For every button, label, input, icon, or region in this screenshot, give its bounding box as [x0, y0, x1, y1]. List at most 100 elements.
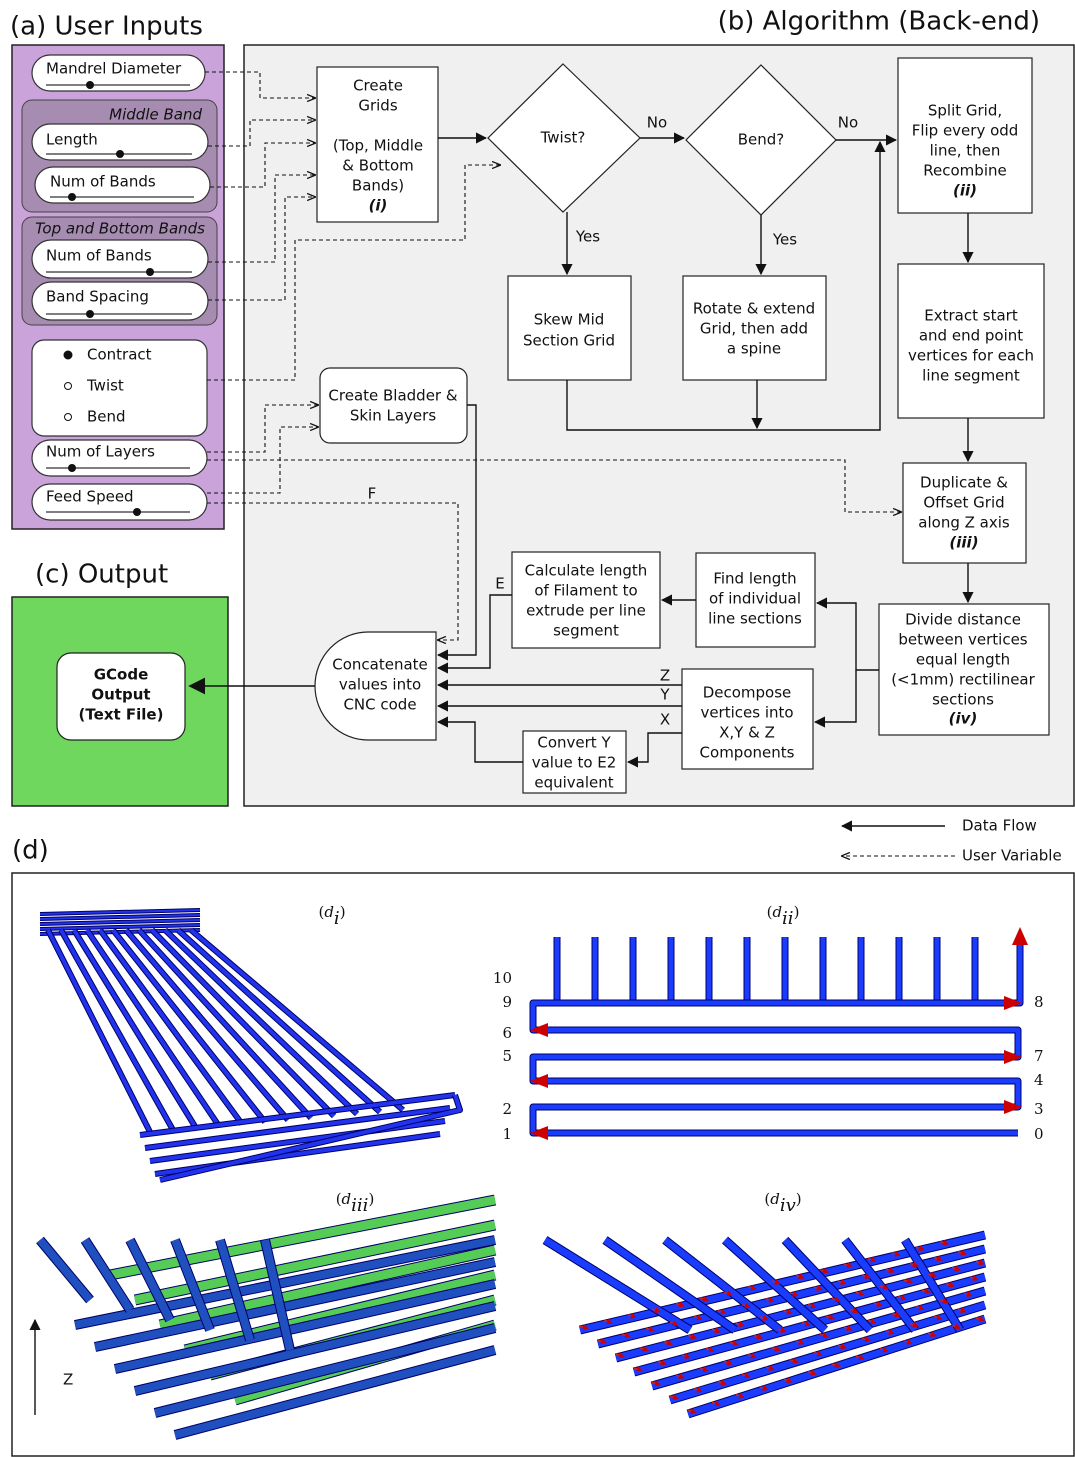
- slider-knob[interactable]: [116, 150, 124, 158]
- node-text: Find length: [713, 570, 796, 588]
- node-text: of individual: [709, 590, 801, 608]
- node-text: line, then: [930, 142, 1001, 160]
- node-text: (<1mm) rectilinear: [891, 671, 1035, 689]
- node-text: & Bottom: [342, 157, 413, 175]
- node-text: equal length: [916, 651, 1010, 669]
- node-text: Create: [353, 77, 403, 95]
- slider-knob[interactable]: [68, 193, 76, 201]
- node-text: CNC code: [343, 696, 416, 714]
- sequence-label: 5: [502, 1047, 512, 1065]
- node-text: Offset Grid: [923, 494, 1004, 512]
- radio[interactable]: [65, 383, 72, 390]
- node-text: between vertices: [898, 631, 1027, 649]
- edge-label: No: [838, 114, 858, 132]
- node-text: segment: [553, 622, 619, 640]
- node-text: vertices for each: [908, 347, 1034, 365]
- input-label: Feed Speed: [46, 488, 134, 506]
- group-heading: Top and Bottom Bands: [35, 220, 205, 238]
- slider-knob[interactable]: [68, 464, 76, 472]
- node-text: Concatenate: [332, 656, 428, 674]
- edge-label: Yes: [575, 228, 600, 246]
- node-text: value to E2: [532, 754, 617, 772]
- node-text: line sections: [708, 610, 802, 628]
- radio[interactable]: [64, 351, 72, 359]
- edge-label: X: [660, 711, 670, 729]
- paren: ): [794, 903, 800, 921]
- symbol: d: [770, 1190, 780, 1208]
- node-text: Divide distance: [905, 611, 1021, 629]
- node-text: Duplicate &: [920, 474, 1008, 492]
- input-label: Num of Bands: [50, 173, 156, 191]
- input-label: Band Spacing: [46, 288, 149, 306]
- node-text: Skew Mid: [534, 311, 605, 329]
- edge-label: Y: [659, 686, 670, 704]
- paren: ): [340, 903, 346, 921]
- subscript: iii: [351, 1195, 368, 1216]
- node-text: X,Y & Z: [719, 724, 775, 742]
- slider-knob[interactable]: [86, 310, 94, 318]
- node-text: Bend?: [738, 131, 785, 149]
- node-numeral: (iv): [949, 710, 978, 728]
- node-text: Output: [91, 686, 150, 704]
- node-text: and end point: [919, 327, 1023, 345]
- panel-title: (b) Algorithm (Back-end): [718, 7, 1040, 37]
- node-text: a spine: [727, 340, 781, 358]
- sequence-label: 7: [1034, 1047, 1044, 1065]
- slider-knob[interactable]: [86, 81, 94, 89]
- sequence-label: 0: [1034, 1125, 1044, 1143]
- sequence-label: 1: [502, 1125, 512, 1143]
- node-text: values into: [339, 676, 421, 694]
- slider-knob[interactable]: [133, 508, 141, 516]
- node-text: Flip every odd: [912, 122, 1019, 140]
- edge-label: Yes: [772, 231, 797, 249]
- node-text: Rotate & extend: [693, 300, 815, 318]
- mode-label: Bend: [87, 408, 126, 426]
- node-text: Recombine: [923, 162, 1006, 180]
- mode-label: Contract: [87, 346, 152, 364]
- subscript: ii: [782, 908, 794, 929]
- edge-label: Z: [660, 667, 670, 685]
- input-label: Mandrel Diameter: [46, 60, 182, 78]
- node-text: Components: [700, 744, 795, 762]
- sequence-label: 8: [1034, 993, 1044, 1011]
- radio[interactable]: [65, 414, 72, 421]
- node-text: GCode: [94, 666, 149, 684]
- node-text: Split Grid,: [928, 102, 1002, 120]
- sequence-label: 6: [502, 1024, 512, 1042]
- node-text: Section Grid: [523, 332, 615, 350]
- sequence-label: 3: [1034, 1100, 1044, 1118]
- node-text: Twist?: [540, 129, 586, 147]
- sequence-label: 4: [1034, 1071, 1044, 1089]
- node-text: Decompose: [703, 684, 792, 702]
- node-text: Extract start: [924, 307, 1018, 325]
- symbol: d: [772, 903, 782, 921]
- input-label: Num of Layers: [46, 443, 155, 461]
- edge-label: F: [368, 485, 377, 503]
- slider-knob[interactable]: [146, 268, 154, 276]
- node-text: (Top, Middle: [333, 137, 423, 155]
- node-text: sections: [932, 691, 994, 709]
- node-numeral: (iii): [949, 534, 978, 552]
- subscript: iv: [780, 1195, 796, 1216]
- node-text: (Text File): [79, 706, 164, 724]
- group-heading: Middle Band: [109, 106, 202, 124]
- sequence-label: 2: [502, 1100, 512, 1118]
- node-text: along Z axis: [918, 514, 1010, 532]
- mode-label: Twist: [86, 377, 124, 395]
- node-numeral: (i): [369, 197, 388, 215]
- node-text: line segment: [922, 367, 1020, 385]
- symbol: d: [324, 903, 334, 921]
- sequence-label: 9: [502, 993, 512, 1011]
- panel-title: (c) Output: [35, 560, 168, 590]
- node-text: Bands): [352, 177, 404, 195]
- node-text: Calculate length: [525, 562, 648, 580]
- legend-label: Data Flow: [962, 817, 1037, 835]
- node-text: of Filament to: [534, 582, 637, 600]
- node-text: Grid, then add: [700, 320, 808, 338]
- legend-label: User Variable: [962, 847, 1062, 865]
- process-box: [320, 368, 467, 443]
- input-label: Length: [46, 131, 98, 149]
- renders-panel: [12, 873, 1074, 1456]
- node-text: Grids: [358, 97, 397, 115]
- symbol: d: [342, 1190, 352, 1208]
